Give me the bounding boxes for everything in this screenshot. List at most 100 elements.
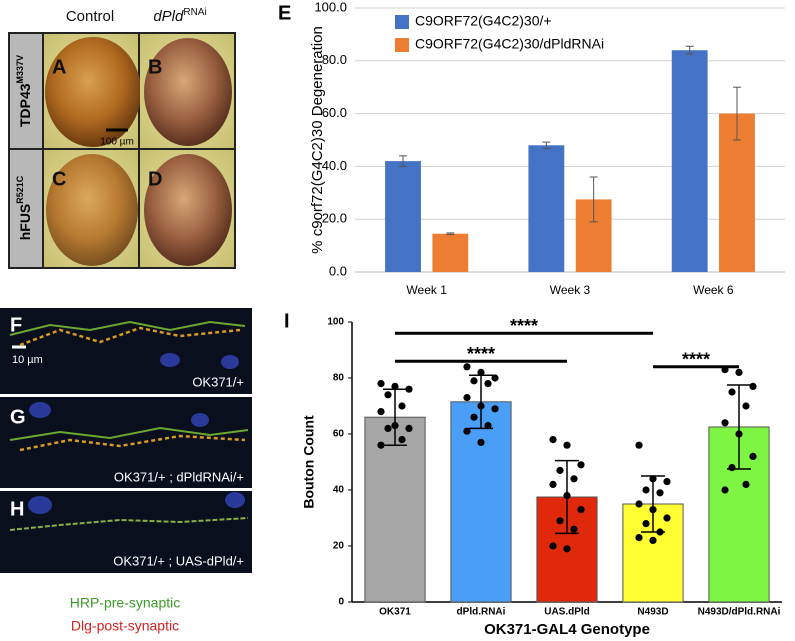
bouton-chain	[19, 326, 241, 347]
y-axis-label: % c9orf72(G4C2)30 Degeneration	[309, 26, 326, 254]
panel-letter: A	[52, 56, 66, 78]
panel-letter: D	[148, 168, 162, 190]
row-sup: M337V	[15, 55, 25, 84]
neurite	[9, 517, 249, 531]
data-point	[484, 422, 492, 430]
data-point	[549, 480, 557, 488]
significance-label: ****	[682, 350, 710, 370]
data-point	[405, 424, 413, 432]
data-point	[463, 427, 471, 435]
data-point	[635, 441, 643, 449]
panel-letter: G	[10, 406, 26, 428]
data-point	[749, 382, 757, 390]
x-tick-label: dPld.RNAi	[457, 607, 506, 618]
data-point	[577, 461, 585, 469]
data-point	[477, 438, 485, 446]
scale-label: 100 µm	[100, 137, 134, 148]
neurite	[9, 320, 246, 336]
nucleus	[29, 402, 51, 418]
y-tick-label: 80	[333, 373, 345, 384]
data-point	[391, 382, 399, 390]
data-point	[663, 478, 671, 486]
data-point	[563, 545, 571, 553]
nmj-panels: F G H 10 µm OK371/+ OK371/+ ; dPldRNAi/+…	[0, 308, 252, 634]
bar	[432, 233, 469, 272]
x-axis-label: OK371-GAL4 Genotype	[484, 621, 650, 638]
panel-letter: I	[284, 310, 290, 332]
bar	[385, 161, 421, 272]
data-point	[463, 363, 471, 371]
nucleus	[191, 413, 209, 427]
data-point	[491, 374, 499, 382]
y-tick-label: 100.0	[314, 0, 347, 14]
row-label: TDP43M337V	[15, 55, 32, 127]
data-point	[635, 534, 643, 542]
eye-panels: Control dPldRNAi TDP43M337V hFUSR521C A …	[8, 7, 236, 269]
data-point	[377, 441, 385, 449]
data-point	[563, 441, 571, 449]
significance-label: ****	[510, 316, 538, 336]
data-point	[635, 500, 643, 508]
y-tick-label: 0.0	[329, 263, 347, 278]
y-tick-label: 20	[333, 541, 345, 552]
data-point	[384, 391, 392, 399]
y-tick-label: 40.0	[322, 158, 347, 173]
x-tick-label: Week 1	[406, 283, 447, 297]
data-point	[570, 475, 578, 483]
y-tick-label: 0	[338, 597, 344, 608]
data-point	[749, 452, 757, 460]
row-text: hFUS	[17, 204, 33, 241]
row-label: hFUSR521C	[15, 175, 32, 240]
data-point	[663, 514, 671, 522]
data-point	[477, 368, 485, 376]
data-point	[405, 385, 413, 393]
row-text: TDP43	[17, 83, 33, 127]
y-tick-label: 40	[333, 485, 345, 496]
eye	[45, 37, 141, 147]
bar	[364, 416, 426, 603]
heading-sup: RNAi	[183, 7, 206, 18]
panel-letter: C	[52, 168, 66, 190]
data-point	[484, 380, 492, 388]
legend-swatch	[395, 15, 409, 29]
data-point	[577, 506, 585, 514]
data-point	[642, 520, 650, 528]
bouton-chain	[19, 434, 246, 452]
nucleus	[225, 492, 245, 508]
stain-legend: HRP-pre-synaptic	[70, 595, 180, 611]
data-point	[570, 525, 578, 533]
y-tick-label: 60.0	[322, 105, 347, 120]
panel-letter: F	[10, 314, 22, 336]
panel-letter: H	[10, 498, 24, 520]
panel-letter: E	[278, 2, 291, 24]
data-point	[556, 466, 564, 474]
x-tick-label: Week 3	[550, 283, 591, 297]
nucleus	[28, 496, 52, 514]
x-tick-label: N493D	[637, 607, 668, 618]
nucleus	[160, 353, 180, 367]
x-tick-label: OK371	[379, 607, 411, 618]
y-tick-label: 80.0	[322, 52, 347, 67]
eye	[144, 38, 232, 146]
data-point	[649, 536, 657, 545]
legend-label: C9ORF72(G4C2)30/dPldRNAi	[415, 36, 604, 52]
data-point	[656, 489, 664, 497]
data-point	[549, 542, 557, 550]
y-tick-label: 100	[327, 317, 344, 328]
stain-legend: Dlg-post-synaptic	[71, 618, 179, 634]
x-tick-label: UAS.dPld	[544, 607, 590, 618]
data-point	[384, 424, 392, 432]
data-point	[470, 377, 478, 385]
eye	[46, 154, 138, 266]
data-point	[398, 402, 406, 410]
data-point	[377, 408, 385, 416]
eye	[144, 154, 232, 266]
data-point	[742, 480, 750, 488]
data-point	[549, 436, 557, 444]
genotype-label: OK371/+ ; UAS-dPld/+	[113, 553, 244, 568]
row-label-bg	[10, 150, 42, 267]
scale-label: 10 µm	[12, 354, 43, 366]
data-point	[735, 368, 743, 376]
